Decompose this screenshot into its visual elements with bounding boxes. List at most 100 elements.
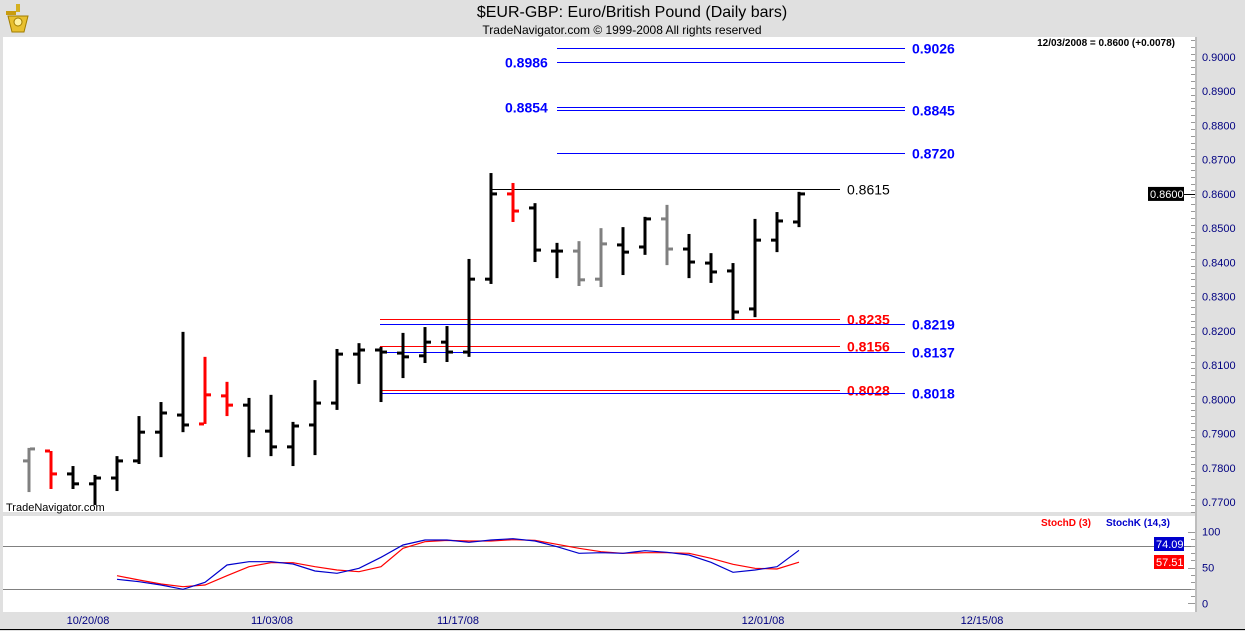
ohlc-bar: [485, 173, 497, 284]
stoch-line-k: [116, 538, 800, 590]
bar-range: [247, 397, 251, 458]
ohlc-bar: [529, 203, 541, 263]
level-label: 0.8156: [847, 339, 890, 355]
bar-range: [687, 233, 691, 279]
bar-range: [555, 242, 559, 279]
price-tick-label: 0.8000: [1202, 394, 1236, 406]
ohlc-bar: [661, 204, 673, 266]
level-label: 0.8986: [505, 55, 548, 71]
bar-close-tick: [646, 217, 651, 221]
price-tick-label: 0.8800: [1202, 120, 1236, 132]
bar-open-tick: [683, 247, 688, 251]
bar-open-tick: [419, 354, 424, 358]
bar-range: [401, 332, 405, 379]
price-tick-label: 0.8300: [1202, 292, 1236, 304]
bar-range: [313, 380, 317, 456]
level-label: 0.8615: [847, 182, 890, 198]
ohlc-bar: [155, 402, 167, 458]
bar-close-tick: [162, 411, 167, 415]
bar-close-tick: [382, 350, 387, 354]
date-tick-label: 11/17/08: [437, 615, 479, 627]
bar-open-tick: [507, 192, 512, 196]
bar-open-tick: [485, 277, 490, 281]
bar-close-tick: [756, 238, 761, 242]
bar-close-tick: [778, 219, 783, 223]
bar-open-tick: [375, 348, 380, 352]
bar-open-tick: [793, 220, 798, 224]
bar-open-tick: [111, 476, 116, 480]
price-readout: 12/03/2008 = 0.8600 (+0.0078): [1037, 38, 1175, 49]
bar-close-tick: [96, 476, 101, 480]
ohlc-bar: [595, 228, 607, 288]
price-tick-label: 0.8400: [1202, 257, 1236, 269]
bar-open-tick: [265, 429, 270, 433]
stochk-value-label: 74.09: [1156, 539, 1184, 551]
bar-close-tick: [338, 352, 343, 356]
bar-range: [753, 218, 757, 318]
bar-open-tick: [573, 249, 578, 253]
price-pane: [3, 37, 1195, 512]
bar-close-tick: [800, 192, 805, 196]
ohlc-bar: [617, 227, 629, 276]
bar-open-tick: [155, 430, 160, 434]
level-label: 0.8028: [847, 383, 890, 399]
bar-close-tick: [536, 248, 541, 252]
ohlc-bar: [507, 182, 519, 222]
ohlc-bar: [265, 394, 277, 457]
ohlc-bar: [749, 218, 761, 318]
level-label: 0.8018: [912, 386, 955, 402]
bar-close-tick: [52, 472, 57, 476]
stochd-value-marker: [1154, 555, 1184, 569]
level-label: 0.8720: [912, 146, 955, 162]
bar-open-tick: [331, 401, 336, 405]
stoch-tick-label: 50: [1202, 563, 1214, 575]
stoch-tick-label: 0: [1202, 598, 1208, 610]
ohlc-bar: [331, 348, 343, 410]
level-label: 0.8219: [912, 317, 955, 333]
bar-range: [291, 421, 295, 467]
bar-open-tick: [771, 238, 776, 242]
price-tick-label: 0.7800: [1202, 463, 1236, 475]
bar-close-tick: [492, 192, 497, 196]
chart-subtitle: TradeNavigator.com © 1999-2008 All right…: [482, 23, 761, 37]
bar-close-tick: [734, 310, 739, 314]
ohlc-bar: [353, 343, 365, 384]
bar-range: [511, 182, 515, 222]
ohlc-bar: [683, 233, 695, 279]
bar-close-tick: [558, 249, 563, 253]
bar-close-tick: [426, 340, 431, 344]
bar-range: [269, 394, 273, 457]
bar-close-tick: [624, 250, 629, 254]
bar-range: [181, 331, 185, 433]
ohlc-bar: [705, 253, 717, 283]
bar-range: [577, 241, 581, 286]
bar-open-tick: [23, 459, 28, 463]
ohlc-bar: [177, 331, 189, 433]
ohlc-bar: [551, 242, 563, 279]
bar-range: [489, 173, 493, 284]
bar-open-tick: [639, 245, 644, 249]
bar-close-tick: [690, 260, 695, 264]
bar-open-tick: [45, 449, 50, 453]
bar-open-tick: [89, 482, 94, 486]
price-tick-label: 0.9000: [1202, 52, 1236, 64]
bar-close-tick: [602, 242, 607, 246]
level-label: 0.8854: [505, 100, 548, 116]
bar-open-tick: [287, 445, 292, 449]
bar-open-tick: [551, 249, 556, 253]
ohlc-bar: [23, 447, 35, 493]
bar-open-tick: [397, 351, 402, 355]
bar-open-tick: [595, 277, 600, 281]
stochastic-pane: [3, 516, 1195, 612]
bar-open-tick: [67, 472, 72, 476]
bar-open-tick: [441, 340, 446, 344]
bar-range: [467, 258, 471, 357]
last-price-label: 0.8600: [1150, 189, 1184, 201]
bar-open-tick: [727, 269, 732, 273]
ohlc-bar: [727, 263, 739, 320]
price-tick-label: 0.8500: [1202, 223, 1236, 235]
ohlc-bar: [375, 346, 387, 403]
bar-open-tick: [309, 423, 314, 427]
ohlc-bar: [287, 421, 299, 467]
date-axis: 10/20/08 11/03/08 11/17/08 12/01/08 12/15/08: [67, 615, 1004, 627]
